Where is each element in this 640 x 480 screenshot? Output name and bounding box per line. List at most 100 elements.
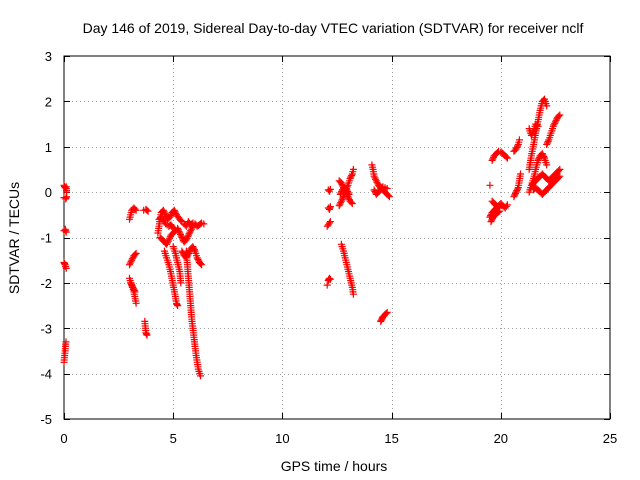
data-point [326,275,334,283]
data-point [339,194,347,202]
data-point [528,130,536,138]
data-point [371,174,379,182]
data-point [347,173,355,181]
data-point [326,185,334,193]
data-track [323,281,331,289]
data-point [488,156,496,164]
data-point [349,165,357,173]
data-point [555,167,563,175]
data-point [132,249,140,257]
data-point [513,187,521,195]
data-track [525,95,551,173]
data-track [510,170,524,201]
data-point [179,249,187,257]
data-point [503,154,511,162]
y-tick-labels: -5 -4 -3 -2 -1 0 1 2 3 [40,49,52,427]
data-track [336,184,353,198]
data-track [377,308,391,325]
data-point [162,211,170,219]
data-track [60,259,70,272]
data-point [336,190,344,198]
data-point [543,102,551,110]
data-point [182,236,190,244]
data-point [326,203,334,211]
data-point [166,234,174,242]
data-point [187,227,195,235]
data-point [543,139,551,147]
data-point [346,175,354,182]
x-tick-label: 10 [275,431,289,446]
data-track [161,247,182,310]
data-track [127,279,139,296]
data-point [131,205,139,213]
data-point [62,264,70,272]
data-track [126,249,140,269]
plot-area-frame [63,55,611,420]
data-point [131,251,139,258]
y-tick-label: -1 [40,231,52,246]
data-point [177,217,185,224]
data-track [487,207,504,226]
data-point [385,193,393,201]
data-point [373,178,381,186]
data-point [323,281,331,289]
data-point [129,283,137,291]
data-track [324,203,334,213]
data-point [344,187,352,195]
data-point [551,118,559,126]
data-track [337,240,357,298]
data-point [198,261,206,269]
data-points [60,95,564,380]
data-point [174,226,182,234]
data-point [171,208,179,216]
data-point [517,170,524,178]
data-point [325,274,333,282]
data-point [539,151,547,159]
data-point [535,155,543,163]
data-track [324,185,334,195]
y-tick-label: 2 [45,94,52,109]
data-point [63,193,71,201]
data-point [338,196,346,204]
data-point [126,259,134,267]
data-point [143,206,151,214]
data-point [513,144,521,151]
data-point [184,251,192,259]
data-track [527,165,564,189]
data-point [514,185,521,193]
data-point [533,121,541,129]
data-track [488,197,503,212]
data-point [190,244,198,252]
data-point [510,193,518,201]
data-point [534,122,542,130]
data-point [197,260,204,268]
data-track [488,147,511,164]
data-point [170,206,178,214]
data-track [155,213,179,235]
data-point [511,191,519,199]
data-track [178,243,206,269]
data-point [325,219,333,227]
data-point [540,153,548,161]
data-point [382,310,390,317]
data-point [556,111,564,119]
data-point [182,222,190,230]
x-axis-label: GPS time / hours [281,458,388,474]
data-point [174,302,182,310]
data-track [525,150,551,196]
data-point [551,119,559,127]
data-point [62,228,70,236]
data-point [529,128,537,136]
data-point [325,187,333,195]
data-point [527,131,535,139]
data-point [127,258,135,266]
data-track [180,218,208,230]
data-point [496,207,504,215]
x-tick-label: 25 [603,431,617,446]
data-point [132,206,140,214]
data-point [163,239,171,247]
data-point [194,255,202,263]
data-point [344,189,352,197]
x-tick-labels: 0 5 10 15 20 25 [60,431,617,446]
